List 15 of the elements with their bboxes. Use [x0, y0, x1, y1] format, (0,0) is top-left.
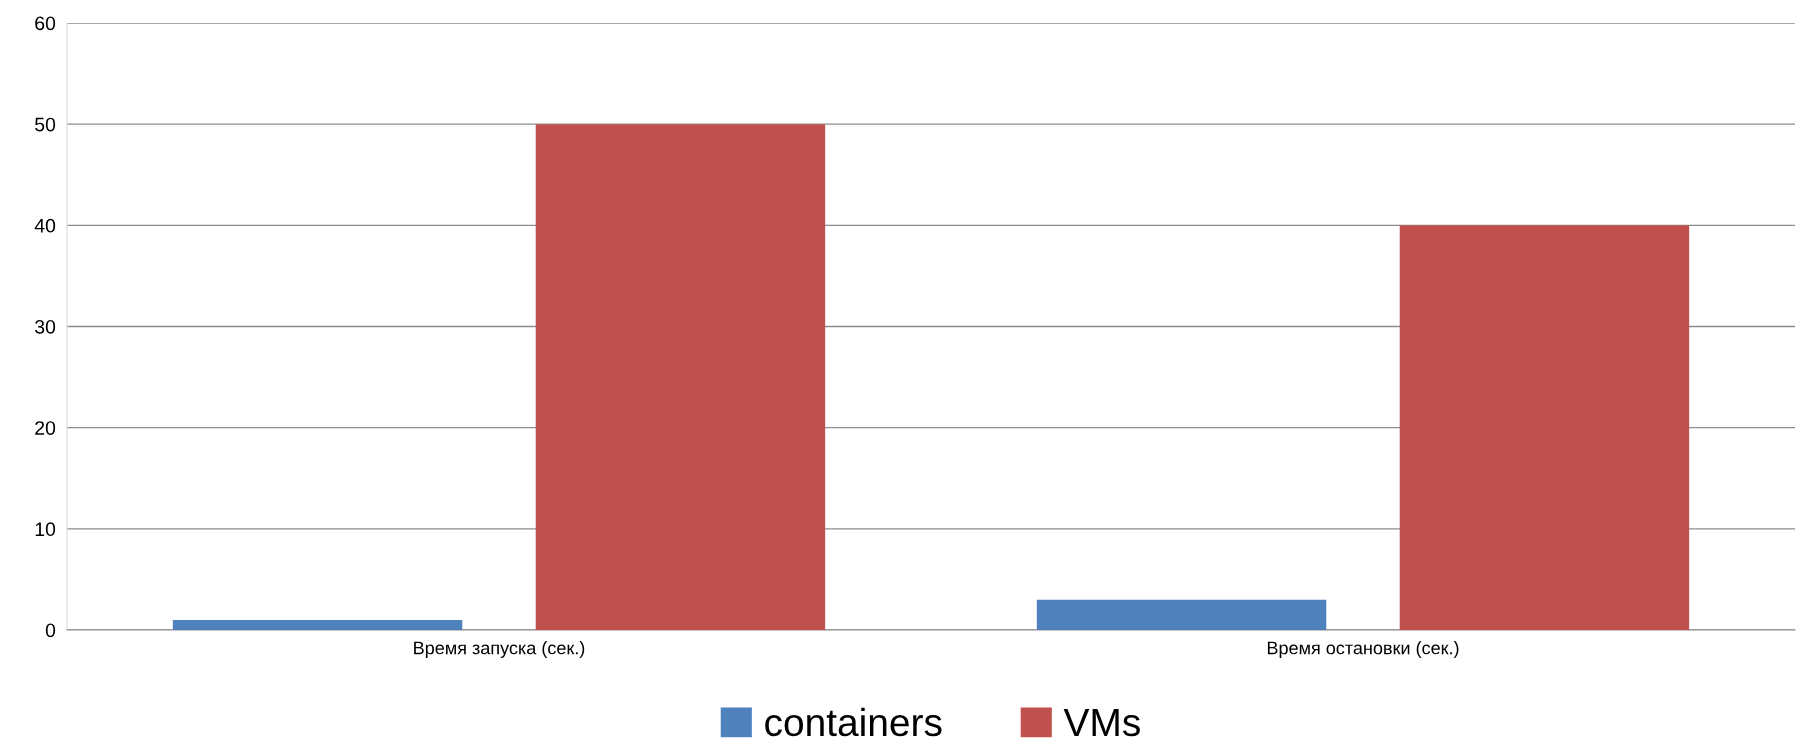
- legend-label: containers: [765, 707, 942, 737]
- x-tick-label: Время запуска (сек.): [414, 641, 585, 658]
- y-tick-label: 10: [35, 522, 56, 537]
- y-tick-label: 30: [35, 319, 56, 334]
- x-tick-label: Время остановки (сек.): [1267, 641, 1459, 658]
- bar: [535, 124, 826, 630]
- y-tick-label: 60: [35, 16, 56, 31]
- bar: [1036, 599, 1327, 630]
- y-tick-label: 50: [35, 117, 56, 132]
- y-tick-label: 0: [45, 623, 56, 638]
- y-tick-label: 20: [35, 421, 56, 435]
- legend-label: VMs: [1063, 709, 1140, 737]
- y-tick-label: 40: [34, 218, 56, 233]
- bar: [172, 619, 463, 630]
- bar: [1399, 225, 1690, 630]
